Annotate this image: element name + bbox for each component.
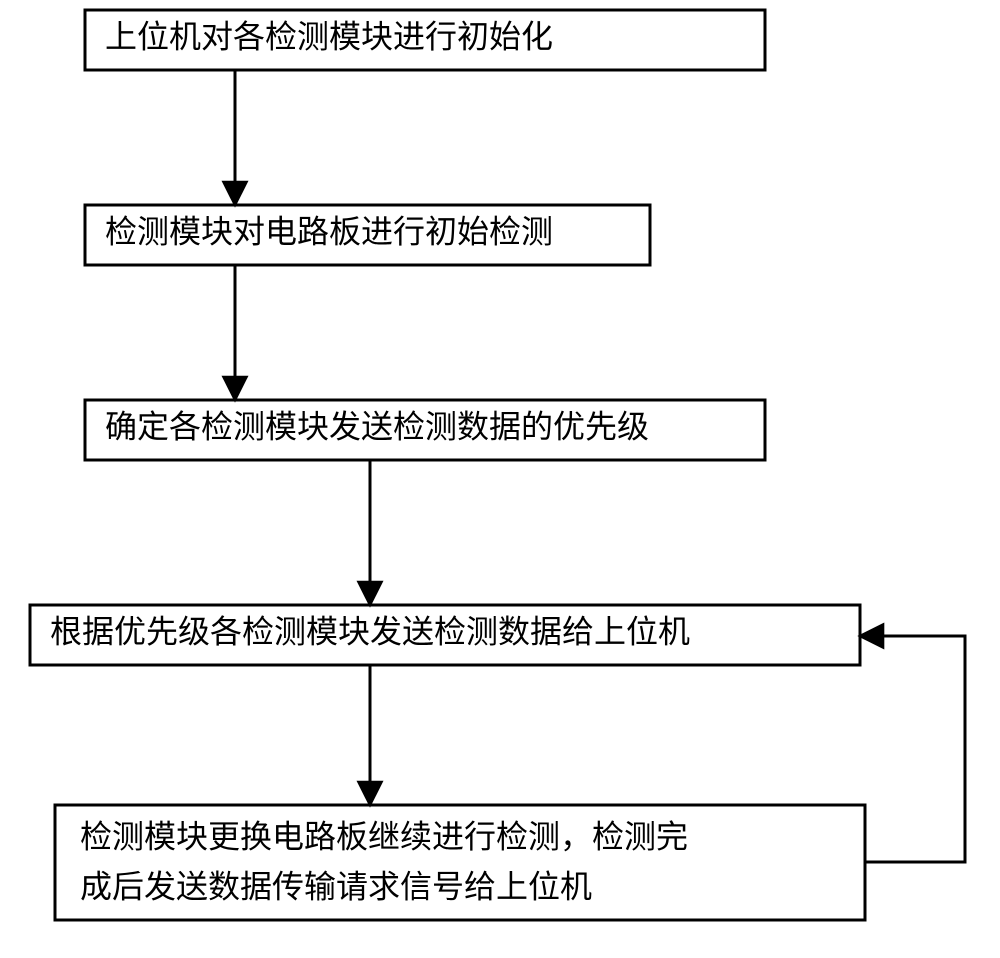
flow-node-label: 上位机对各检测模块进行初始化 — [105, 18, 553, 54]
flowchart-canvas: 上位机对各检测模块进行初始化检测模块对电路板进行初始检测确定各检测模块发送检测数… — [0, 0, 1000, 958]
flow-node-label: 根据优先级各检测模块发送检测数据给上位机 — [50, 613, 690, 649]
flow-node-n2: 检测模块对电路板进行初始检测 — [85, 205, 650, 265]
flow-node-n3: 确定各检测模块发送检测数据的优先级 — [85, 400, 765, 460]
flow-node-n4: 根据优先级各检测模块发送检测数据给上位机 — [30, 605, 860, 665]
flow-node-label: 成后发送数据传输请求信号给上位机 — [80, 868, 592, 904]
flow-node-label: 检测模块对电路板进行初始检测 — [105, 213, 553, 249]
flow-node-label: 确定各检测模块发送检测数据的优先级 — [105, 408, 649, 444]
flow-edge-e5 — [860, 636, 965, 862]
flow-node-n1: 上位机对各检测模块进行初始化 — [85, 10, 765, 70]
flow-node-label: 检测模块更换电路板继续进行检测，检测完 — [80, 818, 688, 854]
flow-node-n5: 检测模块更换电路板继续进行检测，检测完成后发送数据传输请求信号给上位机 — [55, 805, 865, 920]
